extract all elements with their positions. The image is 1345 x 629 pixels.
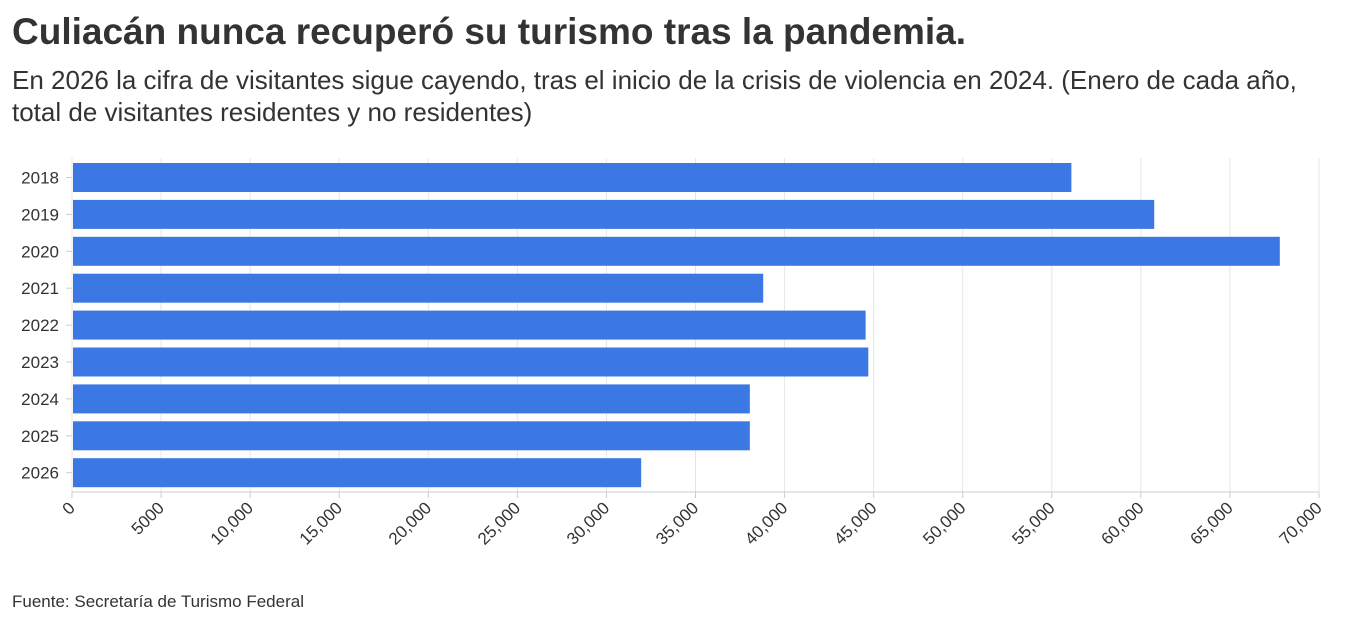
- y-category-label: 2025: [21, 427, 59, 446]
- y-category-label: 2024: [21, 390, 59, 409]
- x-tick-label: 30,000: [563, 498, 613, 548]
- bar-2023: [73, 347, 869, 377]
- bar-2025: [73, 421, 750, 451]
- chart-subtitle: En 2026 la cifra de visitantes sigue cay…: [12, 65, 1297, 127]
- bar-2020: [73, 236, 1280, 266]
- x-tick-label: 50,000: [919, 498, 969, 548]
- bar-2019: [73, 199, 1155, 229]
- bar-2018: [73, 163, 1072, 192]
- x-tick-label: 55,000: [1008, 498, 1058, 548]
- x-tick-label: 10,000: [207, 498, 257, 548]
- chart-title: Culiacán nunca recuperó su turismo tras …: [12, 11, 967, 52]
- x-tick-label: 15,000: [296, 498, 346, 548]
- x-tick-label: 5000: [128, 498, 168, 538]
- x-tick-label: 20,000: [385, 498, 435, 548]
- y-category-label: 2018: [21, 169, 59, 188]
- x-tick-label: 65,000: [1187, 498, 1237, 548]
- x-tick-label: 40,000: [741, 498, 791, 548]
- bar-2021: [73, 273, 764, 303]
- bar-2024: [73, 384, 750, 414]
- y-category-label: 2020: [21, 242, 59, 261]
- y-category-label: 2026: [21, 464, 59, 483]
- x-tick-label: 70,000: [1276, 498, 1326, 548]
- x-tick-label: 45,000: [830, 498, 880, 548]
- x-tick-label: 60,000: [1097, 498, 1147, 548]
- source-note: Fuente: Secretaría de Turismo Federal: [12, 592, 304, 611]
- y-category-label: 2019: [21, 205, 59, 224]
- x-tick-label: 35,000: [652, 498, 702, 548]
- y-category-label: 2023: [21, 353, 59, 372]
- bars: [73, 163, 1280, 488]
- bar-2022: [73, 310, 866, 340]
- bar-2026: [73, 458, 642, 488]
- x-tick-label: 25,000: [474, 498, 524, 548]
- y-category-label: 2022: [21, 316, 59, 335]
- y-category-label: 2021: [21, 279, 59, 298]
- x-tick-label: 0: [59, 498, 79, 518]
